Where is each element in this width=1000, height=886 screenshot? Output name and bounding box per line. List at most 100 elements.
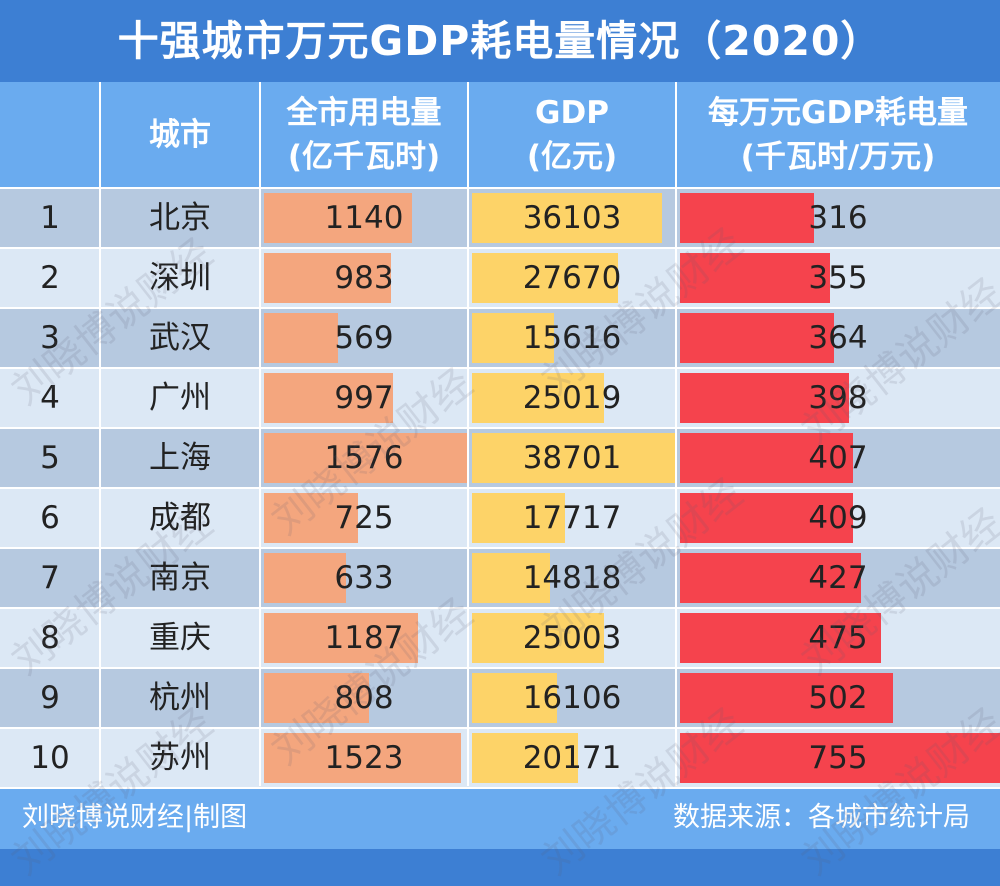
intensity-bar [680,193,814,243]
power-value: 1523 [324,740,404,776]
intensity-value: 475 [808,620,868,656]
rank-cell: 8 [40,620,60,656]
row-divider [0,547,1000,549]
gdp-value: 38701 [522,440,622,476]
rank-cell: 4 [40,380,60,416]
row-divider [0,727,1000,729]
gdp-bar [472,313,554,363]
gdp-bar [472,733,578,783]
city-cell: 武汉 [149,320,211,356]
header-power-label: 全市用电量 [286,94,442,131]
intensity-value: 316 [808,200,868,236]
gdp-bar [472,493,565,543]
row-divider [0,487,1000,489]
intensity-value: 398 [808,380,868,416]
power-value: 983 [334,260,394,296]
intensity-bar [680,733,1000,783]
power-value: 1187 [324,620,404,656]
gdp-value: 27670 [522,260,622,296]
gdp-bar [472,373,604,423]
row-divider [0,607,1000,609]
power-value: 808 [334,680,394,716]
city-cell: 广州 [149,380,211,416]
city-cell: 上海 [149,440,211,476]
power-bar [264,433,468,483]
gdp-bar [472,613,604,663]
city-cell: 北京 [149,200,211,236]
column-divider [259,82,261,786]
gdp-value: 20171 [522,740,622,776]
row-divider [0,367,1000,369]
header-intensity-unit: (千瓦时/万元) [740,138,936,175]
rank-cell: 2 [40,260,60,296]
power-bar [264,253,391,303]
footer: 刘晓博说财经|制图 数据来源：各城市统计局 [0,786,1000,849]
rank-cell: 10 [30,740,70,776]
power-bar [264,373,393,423]
row-divider [0,187,1000,189]
row-divider [0,787,1000,789]
footer-source: 数据来源：各城市统计局 [673,802,970,833]
footer-credit: 刘晓博说财经|制图 [22,802,248,833]
intensity-value: 502 [808,680,868,716]
power-value: 1576 [324,440,404,476]
intensity-bar [680,553,861,603]
gdp-value: 15616 [522,320,622,356]
rank-cell: 3 [40,320,60,356]
rank-cell: 9 [40,680,60,716]
row-divider [0,667,1000,669]
power-bar [264,733,461,783]
rank-cell: 1 [40,200,60,236]
gdp-value: 25003 [522,620,622,656]
intensity-value: 427 [808,560,868,596]
row-divider [0,307,1000,309]
power-bar [264,553,346,603]
gdp-bar [472,553,550,603]
intensity-bar [680,433,853,483]
intensity-bar [680,613,881,663]
gdp-value: 14818 [522,560,622,596]
header-power: 全市用电量 (亿千瓦时) [260,82,468,187]
header-intensity-label: 每万元GDP耗电量 [708,94,968,131]
chart-title: 十强城市万元GDP耗电量情况（2020） [117,17,883,65]
power-bar [264,613,418,663]
header-intensity: 每万元GDP耗电量 (千瓦时/万元) [676,82,1000,187]
column-divider [467,82,469,786]
header-gdp-unit: (亿元) [526,138,618,175]
intensity-value: 407 [808,440,868,476]
power-value: 997 [334,380,394,416]
intensity-bar [680,253,830,303]
gdp-value: 36103 [522,200,622,236]
power-value: 725 [334,500,394,536]
intensity-bar [680,493,853,543]
row-divider [0,427,1000,429]
gdp-bar [472,253,618,303]
city-cell: 重庆 [149,620,211,656]
gdp-bar [472,193,662,243]
header-city: 城市 [100,82,260,187]
intensity-bar [680,673,893,723]
row-divider [0,247,1000,249]
header-gdp: GDP (亿元) [468,82,676,187]
gdp-bar [472,433,676,483]
power-bar [264,673,369,723]
city-cell: 成都 [149,500,211,536]
gdp-value: 17717 [522,500,622,536]
gdp-bar [472,673,557,723]
header-gdp-label: GDP [535,94,609,131]
power-bar [264,313,338,363]
city-cell: 深圳 [149,260,211,296]
intensity-value: 755 [808,740,868,776]
column-divider [675,82,677,786]
city-cell: 杭州 [149,680,211,716]
intensity-value: 355 [808,260,868,296]
column-divider [99,82,101,786]
power-value: 1140 [324,200,404,236]
gdp-value: 16106 [522,680,622,716]
gdp-value: 25019 [522,380,622,416]
rank-cell: 7 [40,560,60,596]
intensity-value: 364 [808,320,868,356]
header-rank [0,82,100,187]
power-value: 633 [334,560,394,596]
intensity-value: 409 [808,500,868,536]
